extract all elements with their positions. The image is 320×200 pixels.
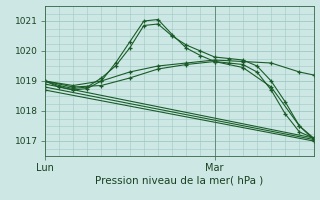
X-axis label: Pression niveau de la mer( hPa ): Pression niveau de la mer( hPa ): [95, 176, 263, 186]
